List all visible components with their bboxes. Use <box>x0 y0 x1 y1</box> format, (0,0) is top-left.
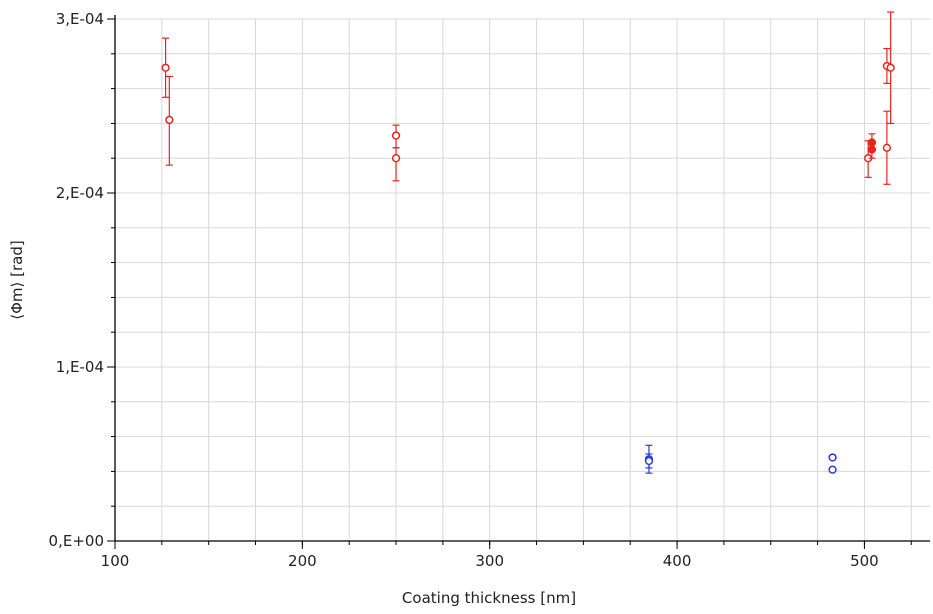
data-point <box>828 465 837 474</box>
x-tick-label: 200 <box>288 552 317 570</box>
x-tick-label: 100 <box>101 552 130 570</box>
data-points <box>161 11 895 474</box>
data-point <box>882 143 892 152</box>
data-point <box>391 131 401 140</box>
data-point <box>886 63 895 72</box>
axes: 0,E+00 1,E-04 2,E-04 3,E-04 100 200 300 400 500 <box>49 10 930 570</box>
grid <box>115 18 930 541</box>
y-tick-label: 2,E-04 <box>56 184 104 202</box>
data-point <box>828 453 837 462</box>
data-point <box>867 145 877 154</box>
y-tick-label: 3,E-04 <box>56 10 104 28</box>
data-point <box>391 154 401 163</box>
x-tick-label: 500 <box>850 552 879 570</box>
x-axis-label: Coating thickness [nm] <box>402 589 576 607</box>
y-tick-label: 1,E-04 <box>56 358 104 376</box>
y-axis-label: ⟨Φm⟩ [rad] <box>8 240 26 319</box>
data-point <box>644 456 654 466</box>
series-0 <box>161 11 895 185</box>
series-1 <box>644 444 837 474</box>
x-tick-label: 300 <box>475 552 504 570</box>
x-tick-label: 400 <box>663 552 692 570</box>
y-tick-label: 0,E+00 <box>49 532 104 550</box>
data-point <box>165 115 174 125</box>
data-point <box>161 63 170 72</box>
